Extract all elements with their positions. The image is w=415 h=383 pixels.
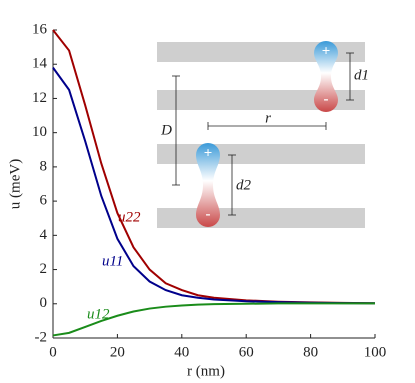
y-axis-label: u (meV)	[7, 159, 23, 209]
y-tick-label: 2	[40, 261, 48, 277]
x-tick-label: 80	[303, 344, 318, 360]
annotation: -	[324, 91, 329, 107]
annotation: +	[322, 43, 331, 59]
y-tick-label: 0	[40, 295, 48, 311]
series-label: u22	[118, 209, 141, 225]
x-tick-label: 60	[239, 344, 254, 360]
annotation: d1	[354, 67, 369, 83]
y-tick-label: 16	[32, 21, 48, 37]
dumbbell	[196, 143, 220, 227]
annotation: d2	[236, 177, 252, 193]
y-tick-label: 14	[32, 56, 48, 72]
dumbbell	[314, 41, 338, 112]
inset-diagram: D r d1 d2 + - + -	[157, 41, 369, 228]
annotation: +	[204, 145, 213, 161]
y-tick-label: 8	[40, 158, 48, 174]
line	[52, 302, 375, 337]
annotation: -	[206, 206, 211, 222]
series-label: u12	[87, 306, 110, 322]
y-tick-label: 12	[32, 90, 47, 106]
y-tick-label: -2	[35, 329, 48, 345]
annotation: r	[265, 110, 271, 126]
plate	[157, 144, 365, 164]
dimension-arrows	[172, 52, 354, 216]
y-tick-label: 10	[32, 124, 47, 140]
plate	[157, 90, 365, 110]
series-label: u11	[102, 253, 123, 269]
x-tick-label: 0	[49, 344, 57, 360]
x-axis-label: r (nm)	[187, 363, 225, 379]
annotation: D	[160, 122, 172, 138]
y-tick-label: 4	[40, 227, 48, 243]
plate	[157, 42, 365, 62]
x-tick-label: 100	[364, 344, 387, 360]
x-tick-label: 20	[110, 344, 125, 360]
line	[52, 67, 376, 305]
x-tick-label: 40	[174, 344, 189, 360]
plate	[157, 208, 365, 228]
y-tick-label: 6	[40, 193, 48, 209]
